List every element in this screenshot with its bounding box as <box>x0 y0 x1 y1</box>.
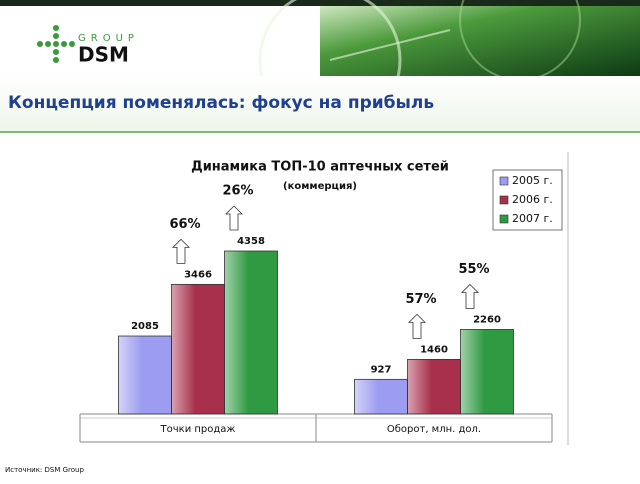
up-arrow <box>172 238 190 264</box>
legend-swatch <box>499 195 509 205</box>
logo-mark <box>37 25 75 63</box>
bar <box>118 335 172 415</box>
up-arrow <box>408 313 426 339</box>
up-arrow <box>225 205 243 231</box>
title-band <box>0 76 640 132</box>
legend-label: 2006 г. <box>512 193 553 206</box>
bar <box>224 250 278 415</box>
data-label: 3466 <box>184 269 212 280</box>
top-strip <box>0 0 640 6</box>
legend-label: 2007 г. <box>512 212 553 225</box>
data-label: 1460 <box>420 344 448 355</box>
up-arrow <box>461 283 479 309</box>
legend-label: 2005 г. <box>512 174 553 187</box>
legend-swatch <box>499 176 509 186</box>
growth-label: 55% <box>458 262 489 277</box>
x-tick-label: Оборот, млн. дол. <box>387 424 481 435</box>
logo-name: DSM <box>78 43 129 67</box>
growth-label: 26% <box>222 184 253 199</box>
growth-label: 66% <box>169 217 200 232</box>
slide-title: Концепция поменялась: фокус на прибыль <box>8 93 434 113</box>
bar <box>407 358 461 415</box>
data-label: 2260 <box>473 314 501 325</box>
chart-title: Динамика ТОП-10 аптечных сетей <box>191 160 449 175</box>
legend-swatch <box>499 214 509 224</box>
source: Источник: DSM Group <box>5 466 84 474</box>
bar <box>460 329 514 415</box>
data-label: 927 <box>371 364 392 375</box>
chart-subtitle: (коммерция) <box>283 181 357 192</box>
bar <box>171 283 225 415</box>
clock-hand <box>329 29 451 61</box>
growth-label: 57% <box>405 292 436 307</box>
x-tick-label: Точки продаж <box>160 424 236 435</box>
data-label: 2085 <box>131 321 159 332</box>
data-label: 4358 <box>237 236 265 247</box>
bar <box>354 378 408 415</box>
logo-group: GROUP <box>78 33 139 44</box>
